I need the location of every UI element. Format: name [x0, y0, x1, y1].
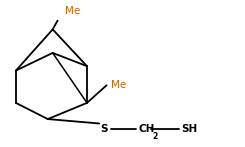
Text: 2: 2 [152, 132, 157, 141]
Text: Me: Me [111, 80, 127, 90]
Text: SH: SH [181, 124, 197, 134]
Text: Me: Me [65, 6, 80, 16]
Text: S: S [100, 124, 108, 134]
Text: CH: CH [138, 124, 155, 134]
